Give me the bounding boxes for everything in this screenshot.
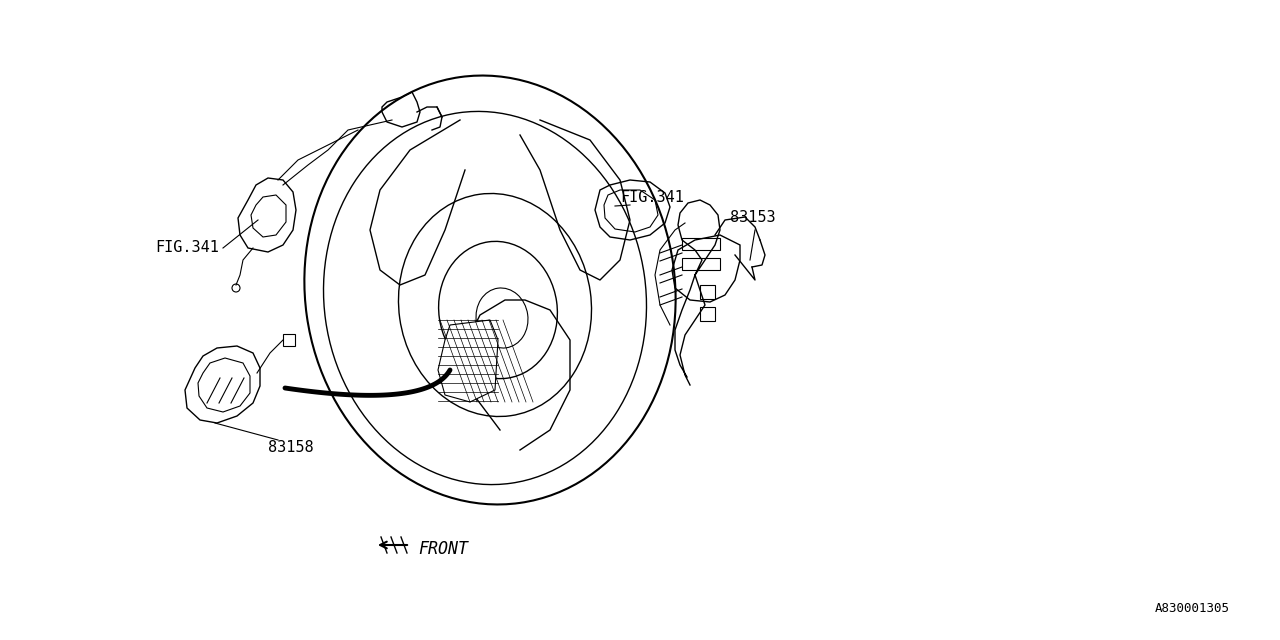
Text: A830001305: A830001305 [1155, 602, 1230, 615]
Text: 83158: 83158 [268, 440, 314, 456]
Text: FIG.341: FIG.341 [620, 191, 684, 205]
Bar [682, 258, 719, 270]
Bar [682, 238, 719, 250]
Bar [700, 307, 716, 321]
Text: FIG.341: FIG.341 [155, 241, 219, 255]
Text: FRONT: FRONT [419, 540, 468, 558]
Text: 83153: 83153 [730, 211, 776, 225]
Polygon shape [438, 320, 498, 402]
Bar [283, 334, 294, 346]
Bar [700, 285, 716, 299]
